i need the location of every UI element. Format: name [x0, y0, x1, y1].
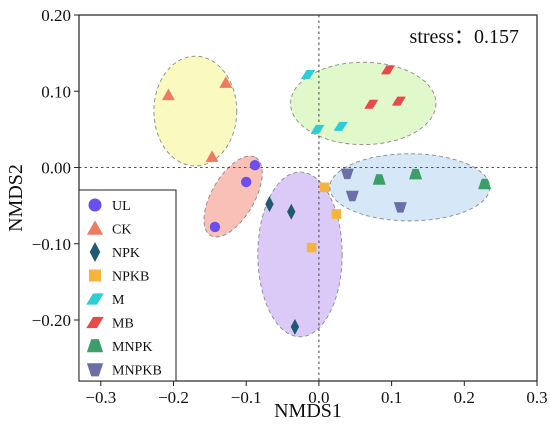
legend-marker-mb [86, 316, 104, 329]
x-tick-label: −0.3 [85, 388, 116, 407]
group-ellipses [153, 55, 491, 338]
point-mnpk-2 [409, 168, 423, 180]
x-tick-label: −0.2 [158, 388, 189, 407]
point-npk-2 [287, 203, 296, 220]
point-mnpk-1 [372, 174, 386, 185]
legend-label-npk: NPK [112, 246, 140, 261]
y-tick-label: 0.20 [41, 6, 71, 25]
stress-value: 0.157 [474, 26, 519, 48]
point-npkb-2 [331, 209, 342, 219]
legend-label-mb: MB [112, 317, 134, 332]
point-m-2 [333, 121, 348, 131]
point-mb-3 [364, 99, 379, 109]
stress-annotation: stress：0.157 [410, 26, 519, 48]
point-npkb-3 [306, 242, 317, 253]
point-mnpkb-1 [340, 168, 354, 180]
legend-label-ul: UL [112, 199, 131, 214]
point-npkb-1 [319, 182, 330, 193]
point-npk-1 [265, 196, 274, 213]
ellipse-ck [153, 55, 238, 167]
point-ul-2 [241, 176, 252, 188]
point-mb-1 [380, 65, 395, 75]
point-ck-2 [219, 76, 233, 88]
reference-lines [79, 15, 537, 381]
ellipse-ul [203, 155, 263, 238]
legend-label-ck: CK [112, 223, 131, 238]
legend-marker-m [86, 293, 104, 305]
legend-marker-mnpk [86, 339, 104, 353]
y-axis-label: NMDS2 [5, 164, 27, 232]
y-tick-label: −0.20 [32, 311, 71, 330]
legend-marker-npk [89, 242, 101, 262]
legend-marker-ul [88, 198, 102, 212]
legend-label-mnpkb: MNPKB [112, 364, 162, 379]
legend-marker-npkb [89, 269, 101, 282]
point-m-1 [301, 69, 315, 79]
stress-label: stress： [410, 26, 474, 48]
x-axis-label: NMDS1 [274, 400, 342, 422]
axis-ticks: −0.3 −0.2 −0.1 0.0 0.1 0.2 0.3 0.20 0.10 0.00 −0.1… [32, 6, 548, 407]
y-tick-label: 0.00 [41, 159, 71, 178]
legend-marker-mnpkb [86, 363, 104, 377]
point-ck-1 [161, 88, 175, 101]
x-tick-label: −0.1 [231, 388, 262, 407]
legend-label-npkb: NPKB [112, 270, 149, 285]
y-tick-label: 0.10 [41, 82, 71, 101]
point-ul-3 [209, 221, 221, 233]
point-mnpkb-3 [393, 202, 407, 213]
y-tick-label: −0.10 [32, 235, 71, 254]
point-mb-2 [391, 96, 406, 106]
x-tick-label: 0.2 [454, 388, 475, 407]
point-m-3 [310, 124, 325, 134]
x-tick-label: 0.1 [381, 388, 402, 407]
legend-label-m: M [112, 293, 125, 308]
ellipse-npk [257, 171, 343, 338]
x-tick-label: 0.0 [308, 388, 329, 407]
point-ck-3 [205, 150, 219, 162]
point-npk-3 [290, 318, 300, 335]
point-mnpkb-2 [345, 190, 359, 202]
legend-marker-ck [86, 220, 104, 235]
point-ul-1 [249, 160, 261, 171]
ellipse-m [290, 61, 437, 146]
x-tick-label: 0.3 [526, 388, 547, 407]
data-points [161, 65, 492, 335]
ellipse-mnpk [329, 153, 491, 222]
point-mnpk-3 [478, 178, 492, 190]
legend: UL CK NPK NPKB M MB MNPK MNPKB [78, 189, 177, 382]
legend-label-mnpk: MNPK [112, 340, 152, 355]
